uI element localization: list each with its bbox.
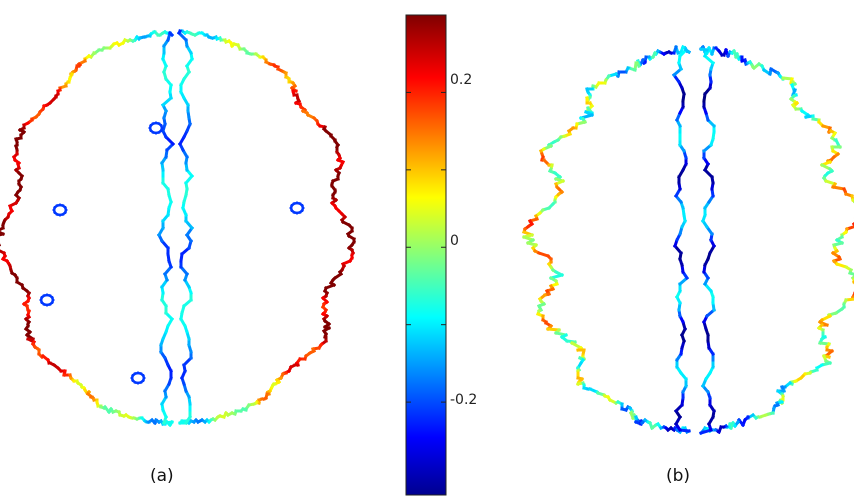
contour-segment: [850, 294, 854, 301]
contour-segment: [824, 179, 837, 186]
colorbar-tick-label-neg-0.2: -0.2: [450, 392, 478, 408]
contour-segment: [677, 275, 690, 287]
contour-segment: [176, 28, 183, 36]
contour-segment: [141, 373, 146, 380]
contour-segment: [702, 53, 716, 66]
contour-segment: [683, 47, 692, 55]
contour-segment: [159, 123, 164, 130]
contour-segment: [848, 271, 854, 276]
contour-segment: [835, 262, 848, 269]
contour-segment: [50, 295, 55, 302]
colorbar-tick-label-0.2: 0.2: [450, 72, 473, 88]
contour-segment: [699, 428, 713, 435]
contour-segment: [569, 340, 584, 351]
contour-segment: [183, 173, 195, 186]
contour-segment: [160, 95, 174, 108]
contour-segment: [163, 134, 176, 147]
panel-label-b: (b): [666, 466, 691, 486]
contour-segment: [63, 205, 68, 212]
colorbar-tick-label-0: 0: [450, 233, 459, 249]
brain-contour-b: [522, 44, 854, 436]
contour-segment: [167, 30, 175, 38]
contour-segment: [702, 167, 715, 180]
contour-segment: [699, 47, 709, 52]
brain-contour-a: [0, 28, 357, 428]
colorbar: [405, 14, 447, 496]
panel-label-a: (a): [150, 466, 174, 486]
contour-segment: [0, 232, 5, 237]
colorbar-ticks: [406, 91, 446, 403]
contour-segment: [850, 197, 854, 204]
colorbar-gradient: [405, 14, 447, 496]
contour-segment: [300, 203, 305, 210]
contour-segment: [0, 225, 6, 232]
contour-segment: [176, 30, 189, 43]
